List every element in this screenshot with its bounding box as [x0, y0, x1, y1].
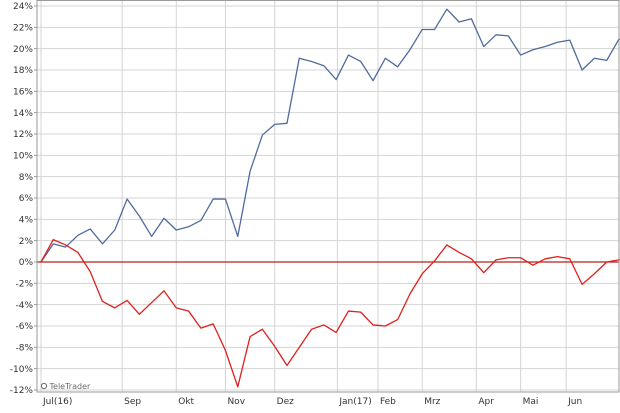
plot-background	[37, 0, 619, 392]
x-tick-label: Dez	[277, 397, 294, 407]
x-tick-label: Feb	[380, 397, 396, 407]
y-axis-tick-labels: -12% -10% -8% -6% -4% -2% 0% 2% 4% 6% 8% 10% 12% 14% 1…	[10, 2, 34, 396]
y-tick-label: 2%	[19, 237, 34, 247]
x-tick-label: Mai	[523, 397, 539, 407]
y-tick-label: 24%	[13, 2, 33, 12]
series-line-1	[40, 8, 620, 263]
y-tick-label: 12%	[13, 130, 33, 140]
x-tick-label: Okt	[178, 397, 194, 407]
x-tick-label: Jun	[567, 397, 582, 407]
x-tick-label: Apr	[478, 397, 494, 407]
x-tick-label: Nov	[227, 397, 245, 407]
y-tick-label: -12%	[10, 386, 34, 396]
watermark-text: TeleTrader	[49, 382, 91, 391]
y-tick-label: 22%	[13, 24, 33, 34]
vertical-gridlines	[40, 0, 567, 392]
watermark: TeleTrader	[40, 382, 91, 391]
series-line-2	[40, 238, 620, 388]
y-tick-label: -4%	[15, 301, 33, 311]
y-tick-label: 10%	[13, 152, 33, 162]
y-tick-label: 20%	[13, 45, 33, 55]
plot-frame	[36, 0, 620, 393]
series-lines	[40, 8, 620, 388]
y-tick-label: 0%	[19, 258, 34, 268]
y-tick-label: 4%	[19, 216, 34, 226]
y-tick-label: -10%	[10, 365, 34, 375]
y-tick-label: -2%	[15, 280, 33, 290]
teletrader-logo-icon	[40, 382, 48, 390]
horizontal-gridlines	[34, 5, 619, 391]
y-tick-label: 16%	[13, 88, 33, 98]
y-tick-label: 8%	[19, 173, 34, 183]
y-tick-label: 14%	[13, 109, 33, 119]
y-tick-label: 6%	[19, 194, 34, 204]
x-axis-tick-labels: Jul(16) Sep Okt Nov Dez Jan(17) Feb Mrz Apr Mai Ju…	[42, 397, 582, 407]
x-tick-label: Sep	[124, 397, 141, 407]
x-tick-label: Jan(17)	[338, 397, 371, 407]
y-tick-label: -8%	[15, 344, 33, 354]
y-tick-label: 18%	[13, 66, 33, 76]
x-tick-label: Mrz	[424, 397, 440, 407]
y-tick-label: -6%	[15, 322, 33, 332]
x-tick-label: Jul(16)	[42, 397, 72, 407]
